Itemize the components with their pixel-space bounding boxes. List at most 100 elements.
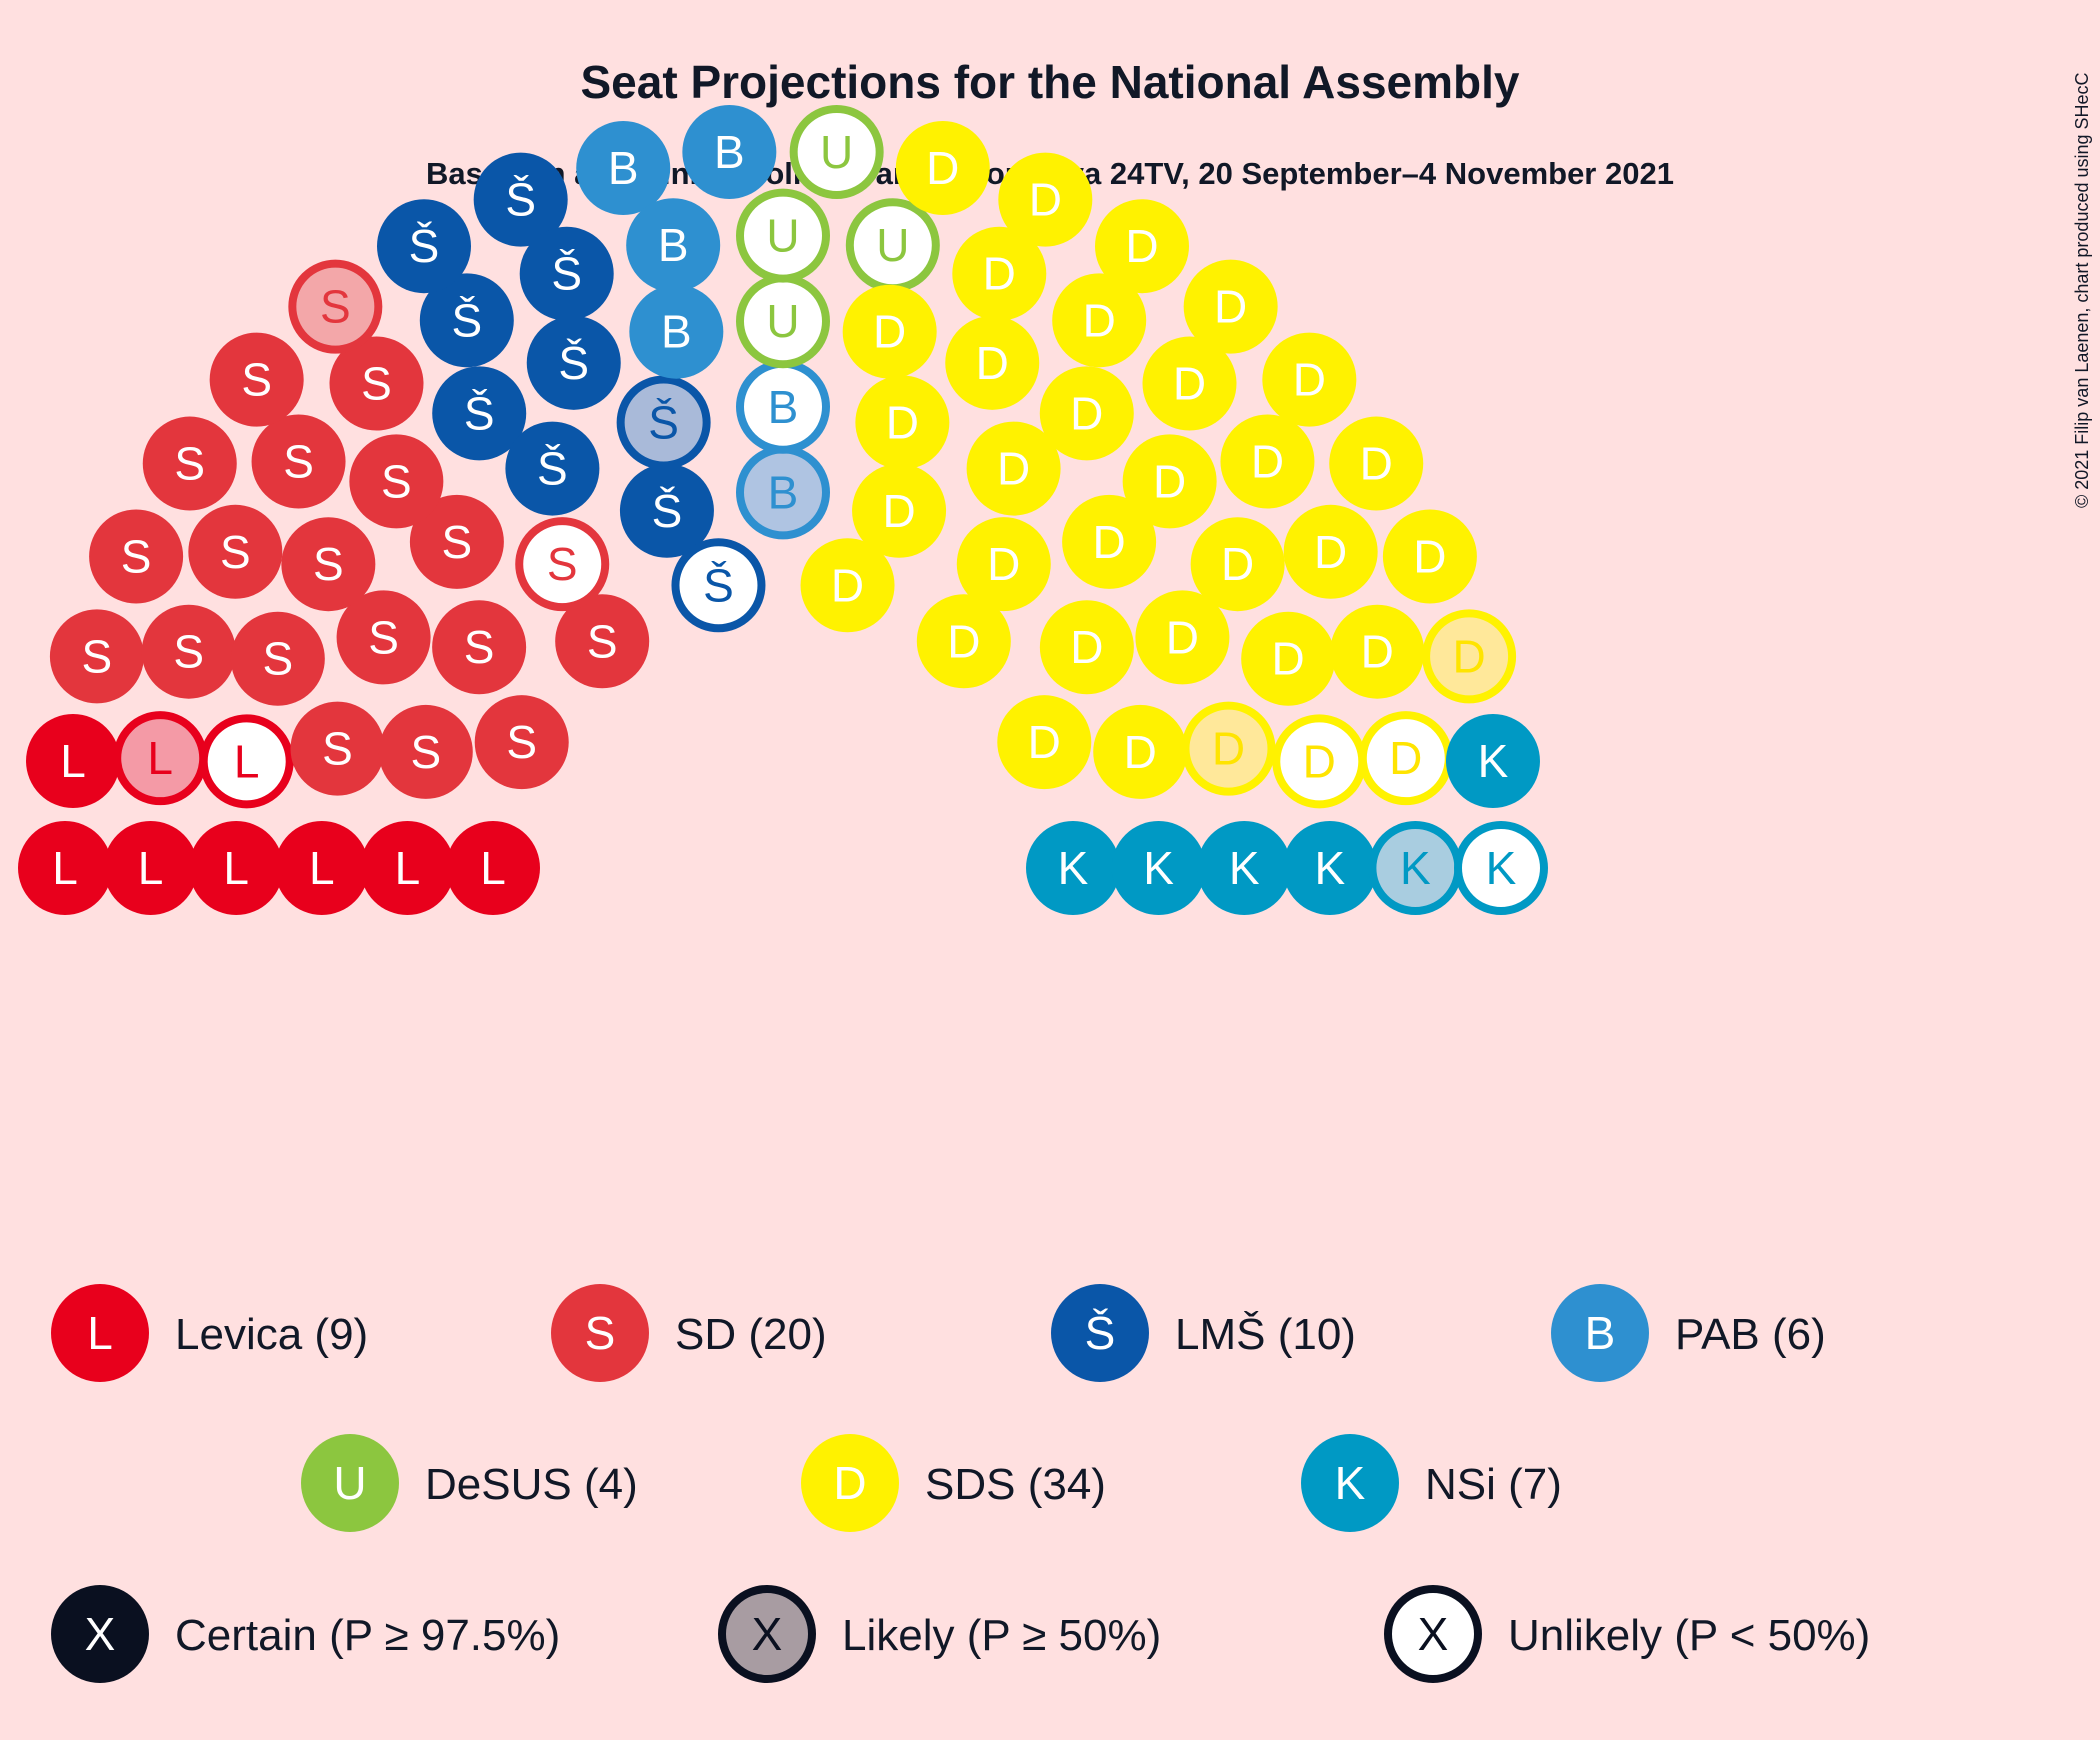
seat-Š-certain: Š (619, 463, 714, 558)
seat-S-certain: S (142, 416, 237, 511)
seat-Š-certain-circle (619, 463, 714, 558)
seat-L-certain-circle (189, 821, 284, 915)
legend-label: SD (20) (675, 1310, 827, 1359)
seat-S-certain-letter: S (368, 611, 399, 663)
seat-S-likely-circle (288, 259, 383, 354)
seat-D-certain-circle (1183, 259, 1278, 354)
seat-B-certain-circle (576, 121, 671, 216)
seat-L-unlikely-circle (199, 714, 294, 809)
seat-B-certain: B (682, 105, 777, 200)
seat-K-certain-circle (1197, 821, 1292, 915)
seat-S-certain-letter: S (220, 526, 251, 578)
seat-B-certain-letter: B (661, 306, 692, 358)
seat-D-certain-letter: D (1070, 621, 1103, 673)
seat-D-certain-circle (1039, 600, 1134, 695)
seat-D-likely: D (1181, 701, 1276, 796)
seat-Š-certain: Š (526, 315, 621, 410)
seat-Š-certain-circle (432, 366, 527, 461)
seat-D-certain-letter: D (1293, 354, 1326, 406)
seat-L-certain-circle (26, 713, 121, 808)
seat-S-certain: S (281, 517, 376, 612)
seat-K-certain: K (1111, 821, 1206, 915)
seat-S-unlikely: S (515, 517, 610, 612)
seat-D-certain-letter: D (1029, 174, 1062, 226)
seat-S-certain: S (409, 494, 504, 589)
seat-Š-certain-circle (505, 421, 600, 516)
seat-B-certain-circle (629, 284, 724, 379)
seat-D-certain-letter: D (1314, 526, 1347, 578)
seat-D-certain-circle (1330, 604, 1425, 699)
seat-L-certain: L (18, 821, 112, 915)
legend-status-letter: X (85, 1608, 116, 1660)
seat-D-unlikely: D (1272, 714, 1367, 809)
seat-D-certain: D (998, 152, 1093, 247)
seat-S-certain-letter: S (241, 354, 272, 406)
legend-swatch-letter: K (1335, 1457, 1366, 1509)
seat-S-certain-circle (89, 509, 184, 604)
seat-U-unlikely-letter: U (766, 210, 799, 262)
seat-Š-certain: Š (377, 199, 471, 294)
seat-D-certain: D (1283, 504, 1378, 599)
seat-D-certain-circle (800, 538, 895, 633)
seat-S-certain-circle (336, 590, 431, 685)
seat-D-certain: D (997, 695, 1092, 790)
seat-D-certain-letter: D (1093, 516, 1126, 568)
seat-K-certain-letter: K (1058, 842, 1089, 894)
seat-K-certain-circle (1282, 821, 1377, 915)
seat-D-certain: D (1220, 414, 1315, 509)
legend-swatch (1051, 1284, 1149, 1382)
seat-D-certain-circle (1095, 199, 1189, 294)
seat-K-unlikely-letter: K (1486, 842, 1517, 894)
seat-D-certain: D (1142, 336, 1237, 431)
seat-Š-unlikely: Š (671, 538, 766, 633)
seat-K-certain-letter: K (1229, 842, 1260, 894)
seat-D-certain-circle (1093, 704, 1188, 799)
seat-D-certain-circle (1329, 416, 1424, 511)
seat-U-unlikely: U (736, 274, 830, 369)
seat-B-certain: B (576, 121, 671, 216)
seat-D-certain: D (1329, 416, 1424, 511)
seat-D-certain-circle (916, 594, 1011, 689)
seat-D-certain-circle (966, 421, 1061, 516)
legend: L Levica (9) S SD (20) Š LMŠ (10) B PAB (6) U DeS… (51, 1284, 1870, 1683)
seat-S-certain-circle (49, 609, 144, 704)
legend-label: SDS (34) (925, 1460, 1106, 1509)
seat-K-certain-circle (1111, 821, 1206, 915)
seat-D-certain-circle (998, 152, 1093, 247)
seat-S-certain-letter: S (313, 538, 344, 590)
seat-S-certain: S (89, 509, 184, 604)
seat-D-likely-circle (1181, 701, 1276, 796)
seat-D-certain-circle (952, 226, 1047, 321)
seat-S-certain-circle (409, 494, 504, 589)
seat-S-certain: S (49, 609, 144, 704)
seat-D-certain-letter: D (997, 443, 1030, 495)
seat-S-certain-letter: S (322, 723, 353, 775)
legend-item-U: U DeSUS (4) (301, 1434, 638, 1532)
legend-swatch-letter: D (833, 1457, 866, 1509)
seat-D-certain: D (956, 517, 1051, 612)
seat-L-likely: L (113, 711, 208, 806)
seat-S-certain-letter: S (381, 455, 412, 507)
seat-D-certain: D (916, 594, 1011, 689)
seat-D-certain: D (1052, 273, 1147, 368)
seat-L-certain: L (26, 713, 121, 808)
seat-Š-certain-letter: Š (652, 485, 683, 537)
seat-Š-likely-letter: Š (648, 397, 679, 449)
legend-swatch (1551, 1284, 1649, 1382)
seat-D-certain-circle (1142, 336, 1237, 431)
seat-D-unlikely-letter: D (1389, 732, 1422, 784)
seat-S-certain-circle (251, 414, 346, 509)
seat-D-certain-circle (945, 315, 1040, 410)
legend-item-Š: Š LMŠ (10) (1051, 1284, 1356, 1382)
seat-B-likely: B (736, 445, 830, 540)
seat-K-unlikely: K (1454, 821, 1548, 915)
legend-item-L: L Levica (9) (51, 1284, 368, 1382)
seat-L-certain-letter: L (52, 842, 78, 894)
seat-B-unlikely-letter: B (768, 381, 799, 433)
legend-status-label: Certain (P ≥ 97.5%) (175, 1611, 560, 1660)
seat-D-certain: D (800, 538, 895, 633)
legend-swatch-letter: B (1585, 1307, 1616, 1359)
seat-L-certain-letter: L (223, 842, 249, 894)
seat-S-certain: S (290, 701, 385, 796)
